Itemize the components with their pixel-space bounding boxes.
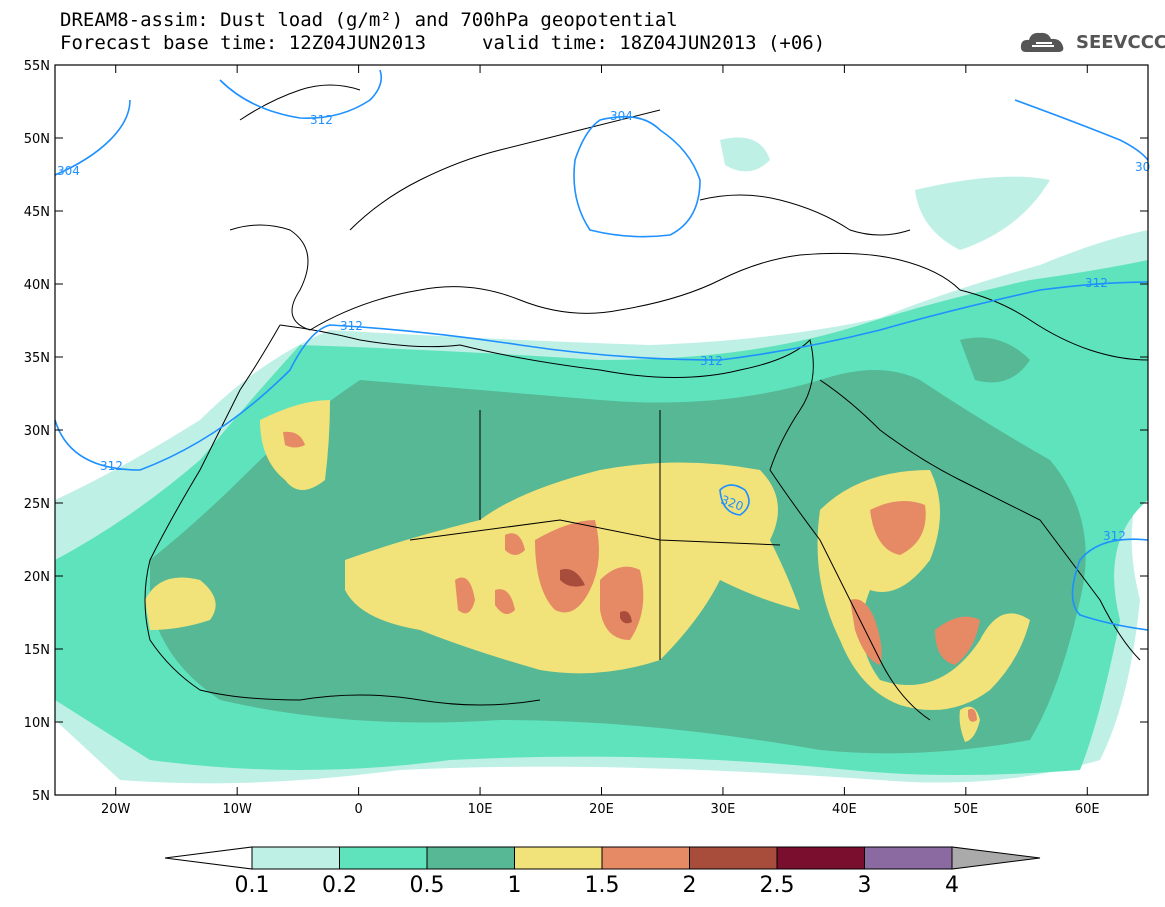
colorbar-label: 1.5	[585, 873, 620, 898]
colorbar-label: 2.5	[760, 873, 795, 898]
colorbar-segment	[601, 846, 690, 870]
colorbar-label: 0.2	[322, 873, 357, 898]
colorbar-label: 0.1	[235, 873, 270, 898]
x-axis: 20W 10W 0 10E 20E 30E 40E 50E 60E	[101, 65, 1100, 817]
x-tick-label: 40E	[832, 802, 857, 817]
x-tick-label: 60E	[1075, 802, 1100, 817]
x-tick-label: 10W	[222, 802, 252, 817]
y-axis: 5N 10N 15N 20N 25N 30N 35N 40N 45N 50N 55N	[24, 59, 1148, 804]
contour-label-312-d: 312	[1085, 276, 1108, 290]
colorbar-label: 3	[858, 873, 872, 898]
y-tick-label: 35N	[24, 351, 50, 366]
colorbar-segment	[689, 846, 778, 870]
y-tick-label: 5N	[32, 789, 50, 804]
valid-time: valid time: 18Z04JUN2013 (+06)	[482, 32, 826, 54]
y-tick-label: 50N	[24, 132, 50, 147]
contour-label-304: 304	[610, 109, 633, 123]
y-tick-label: 10N	[24, 716, 50, 731]
contour-label-304-b: 304	[57, 164, 80, 178]
contour-label-312-b: 312	[340, 319, 363, 333]
dust-band-1.5	[455, 577, 475, 614]
seevccc-logo: SEEVCCC	[1018, 26, 1165, 58]
y-tick-label: 55N	[24, 59, 50, 74]
y-tick-label: 40N	[24, 278, 50, 293]
contour-label-312-a: 312	[310, 113, 333, 127]
dust-field	[55, 137, 1148, 784]
colorbar-label: 2	[683, 873, 697, 898]
x-tick-label: 50E	[953, 802, 978, 817]
x-tick-label: 20W	[101, 802, 131, 817]
colorbar-segment	[776, 846, 865, 870]
cloud-icon	[1020, 32, 1064, 52]
x-tick-label: 10E	[468, 802, 493, 817]
colorbar: 0.1 0.2 0.5 1 1.5 2 2.5 3 4	[164, 846, 1041, 898]
contour-label-312-e: 312	[100, 459, 123, 473]
colorbar-label: 4	[945, 873, 959, 898]
y-tick-label: 30N	[24, 424, 50, 439]
x-tick-label: 0	[354, 802, 362, 817]
geopotential-contours	[54, 69, 1149, 631]
colorbar-high-arrow	[951, 846, 1041, 870]
colorbar-segment	[864, 846, 953, 870]
contour-label-30: 30	[1135, 160, 1150, 174]
logo-text: SEEVCCC	[1076, 32, 1165, 53]
x-tick-label: 20E	[589, 802, 614, 817]
colorbar-label: 1	[508, 873, 522, 898]
y-tick-label: 25N	[24, 497, 50, 512]
y-tick-label: 20N	[24, 570, 50, 585]
base-time: Forecast base time: 12Z04JUN2013	[60, 32, 427, 54]
dust-band-2	[560, 569, 585, 587]
contour-label-312-f: 312	[1103, 529, 1126, 543]
colorbar-segment	[514, 846, 603, 870]
x-tick-label: 30E	[711, 802, 736, 817]
colorbar-label: 0.5	[410, 873, 445, 898]
contour-labels: 312 304 312 312 312 320 312 312 304 30	[57, 109, 1150, 543]
colorbar-low-arrow	[164, 846, 253, 870]
contour-label-312-c: 312	[700, 354, 723, 368]
y-tick-label: 15N	[24, 643, 50, 658]
y-tick-label: 45N	[24, 205, 50, 220]
colorbar-segment	[339, 846, 428, 870]
colorbar-segment	[251, 846, 340, 870]
map-title: DREAM8-assim: Dust load (g/m²) and 700hP…	[60, 9, 678, 31]
colorbar-segment	[426, 846, 515, 870]
